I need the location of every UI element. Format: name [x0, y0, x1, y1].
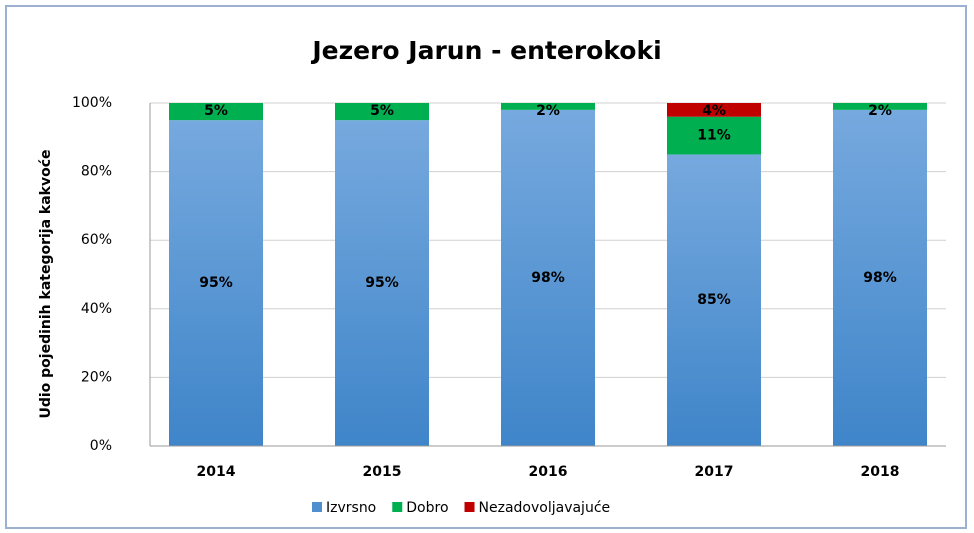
chart-title: Jezero Jarun - enterokoki: [310, 36, 661, 65]
bar-segment: [667, 116, 761, 155]
bar-segment: [501, 109, 595, 447]
bar-segment: [667, 154, 761, 446]
data-label: 85%: [697, 292, 731, 308]
bar-segment: [833, 103, 927, 110]
data-label: 95%: [365, 275, 399, 291]
data-label: 5%: [370, 103, 394, 119]
x-tick-label: 2016: [529, 464, 568, 480]
bar-segment: [169, 120, 263, 447]
data-label: 95%: [199, 275, 233, 291]
y-axis-label: Udio pojedinih kategorija kakvoće: [38, 149, 54, 418]
chart-border: [5, 5, 967, 529]
x-tick-label: 2015: [363, 464, 402, 480]
legend-label: Izvrsno: [326, 500, 376, 516]
x-tick-label: 2014: [197, 464, 236, 480]
data-label: 2%: [868, 103, 892, 119]
bar-segment: [335, 120, 429, 447]
y-tick-label: 20%: [81, 369, 112, 385]
data-label: 5%: [204, 103, 228, 119]
x-tick-label: 2018: [861, 464, 900, 480]
data-label: 2%: [536, 103, 560, 119]
legend-swatch: [312, 502, 322, 512]
bar-segment: [169, 103, 263, 121]
bar-segment: [667, 103, 761, 117]
data-label: 11%: [697, 128, 731, 144]
legend-swatch: [464, 502, 475, 512]
x-tick-label: 2017: [695, 464, 734, 480]
data-label: 4%: [702, 103, 726, 119]
y-tick-label: 0%: [90, 438, 112, 454]
y-tick-label: 40%: [81, 301, 112, 317]
bar-segment: [501, 103, 595, 110]
legend-swatch: [392, 502, 403, 512]
data-label: 98%: [531, 270, 565, 286]
legend-label: Nezadovoljavajuće: [479, 500, 611, 516]
bar-segment: [335, 103, 429, 121]
data-label: 98%: [863, 270, 897, 286]
y-tick-label: 80%: [81, 164, 112, 180]
y-tick-label: 60%: [81, 232, 112, 248]
bar-segment: [833, 109, 927, 447]
legend-label: Dobro: [406, 500, 448, 516]
y-tick-label: 100%: [72, 95, 112, 111]
